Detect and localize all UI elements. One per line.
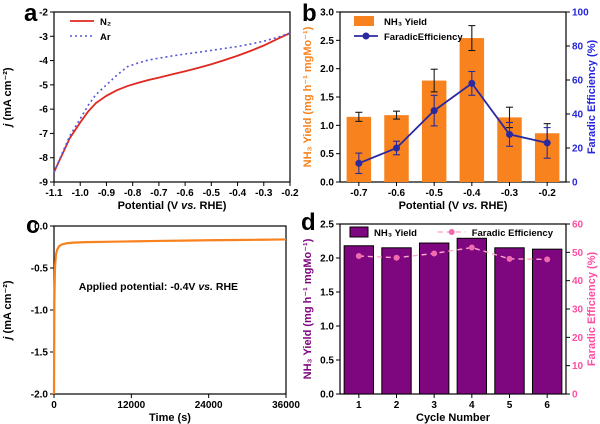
- svg-text:0.0: 0.0: [320, 390, 334, 401]
- svg-text:2: 2: [394, 400, 400, 411]
- svg-text:100: 100: [572, 8, 589, 19]
- svg-text:-0.5: -0.5: [203, 188, 221, 199]
- svg-text:50: 50: [572, 248, 584, 259]
- panel-d-letter: d: [301, 209, 316, 236]
- svg-text:NH₃ Yield: NH₃ Yield: [384, 17, 427, 28]
- svg-text:0.5: 0.5: [320, 356, 334, 367]
- svg-text:-0.4: -0.4: [463, 188, 481, 199]
- panel-c-letter: c: [26, 212, 40, 239]
- svg-text:Time (s): Time (s): [149, 412, 191, 424]
- svg-text:NH₃ Yield (mg h⁻¹ mgMo⁻¹): NH₃ Yield (mg h⁻¹ mgMo⁻¹): [302, 26, 314, 167]
- svg-text:-0.9: -0.9: [98, 188, 116, 199]
- panel-b-yield-efficiency-chart: -0.7 -0.6 -0.5 -0.4 -0.3 -0.2 0.0 0.5 1.0 1.5 2.0 2…: [302, 8, 598, 213]
- svg-text:1.5: 1.5: [320, 93, 334, 104]
- svg-text:-0.2: -0.2: [539, 188, 557, 199]
- svg-text:2.0: 2.0: [320, 64, 334, 75]
- svg-text:40: 40: [572, 276, 584, 287]
- svg-text:40: 40: [572, 110, 584, 121]
- svg-text:j (mA cm⁻²): j (mA cm⁻²): [2, 67, 14, 129]
- svg-text:-1.0: -1.0: [72, 188, 90, 199]
- svg-text:-0.7: -0.7: [150, 188, 168, 199]
- panel-b-letter: b: [302, 0, 317, 27]
- svg-text:-0.6: -0.6: [388, 188, 406, 199]
- panel-a-lsv-chart: -1.1 -1.0 -0.9 -0.8 -0.7 -0.6 -0.5 -0.4 -0.3 -0.2…: [2, 8, 299, 213]
- svg-text:-4: -4: [39, 56, 48, 67]
- svg-text:2.0: 2.0: [320, 254, 334, 265]
- svg-text:j (mA cm⁻²): j (mA cm⁻²): [2, 280, 14, 342]
- svg-text:Faradic Efficiency: Faradic Efficiency: [472, 228, 554, 239]
- svg-text:-0.6: -0.6: [176, 188, 194, 199]
- svg-text:-1.5: -1.5: [31, 348, 49, 359]
- svg-text:-3: -3: [39, 32, 48, 43]
- svg-text:80: 80: [572, 42, 584, 53]
- svg-text:1.0: 1.0: [320, 322, 334, 333]
- svg-text:-0.2: -0.2: [281, 188, 299, 199]
- svg-text:0: 0: [51, 400, 57, 411]
- svg-text:-2.0: -2.0: [31, 390, 49, 401]
- svg-text:5: 5: [507, 400, 513, 411]
- svg-text:-6: -6: [39, 105, 48, 116]
- svg-text:3.0: 3.0: [320, 8, 334, 19]
- svg-text:Applied potential: -0.4V vs. R: Applied potential: -0.4V vs. RHE: [79, 281, 238, 293]
- svg-text:NH₃ Yield (mg h⁻¹ mgMo⁻¹): NH₃ Yield (mg h⁻¹ mgMo⁻¹): [302, 238, 314, 379]
- svg-text:1.0: 1.0: [320, 121, 334, 132]
- svg-text:60: 60: [572, 76, 584, 87]
- svg-text:N₂: N₂: [100, 17, 111, 28]
- svg-text:2.5: 2.5: [320, 220, 334, 231]
- svg-text:4: 4: [469, 400, 475, 411]
- svg-text:-0.5: -0.5: [31, 264, 49, 275]
- svg-text:3: 3: [431, 400, 437, 411]
- panel-d-cycling-stability-chart: 1 2 3 4 5 6 0.0 0.5 1.0 1.5 2.0 2.5 0 10 20 30 40 50 60 Cyc…: [302, 220, 598, 424]
- svg-text:10: 10: [572, 361, 584, 372]
- svg-text:Potential (V vs. RHE): Potential (V vs. RHE): [399, 200, 508, 212]
- svg-text:0.0: 0.0: [34, 222, 48, 233]
- svg-text:0.0: 0.0: [320, 178, 334, 189]
- panel-c-chronoamperometry-chart: 0 12000 24000 36000 0.0 -0.5 -1.0 -1.5 -2.0 Time …: [2, 222, 300, 424]
- svg-text:-0.5: -0.5: [426, 188, 444, 199]
- svg-text:20: 20: [572, 333, 584, 344]
- svg-text:60: 60: [572, 220, 584, 231]
- svg-text:-2: -2: [39, 8, 48, 19]
- svg-text:FaradicEfficiency: FaradicEfficiency: [384, 32, 463, 43]
- svg-text:1.5: 1.5: [320, 288, 334, 299]
- svg-text:-0.4: -0.4: [229, 188, 247, 199]
- svg-text:-1.0: -1.0: [31, 306, 49, 317]
- svg-text:Cycle Number: Cycle Number: [416, 412, 491, 424]
- svg-text:-1.1: -1.1: [45, 188, 63, 199]
- svg-text:20: 20: [572, 144, 584, 155]
- svg-text:36000: 36000: [272, 400, 300, 411]
- svg-text:0.5: 0.5: [320, 149, 334, 160]
- svg-text:30: 30: [572, 305, 584, 316]
- svg-text:NH₃ Yield: NH₃ Yield: [374, 228, 417, 239]
- svg-text:Potential (V vs. RHE): Potential (V vs. RHE): [118, 200, 227, 212]
- svg-text:12000: 12000: [117, 400, 145, 411]
- svg-text:24000: 24000: [195, 400, 223, 411]
- svg-text:-5: -5: [39, 80, 48, 91]
- svg-text:-0.3: -0.3: [255, 188, 273, 199]
- svg-text:-0.7: -0.7: [350, 188, 368, 199]
- svg-text:0: 0: [572, 390, 578, 401]
- svg-text:Ar: Ar: [100, 32, 111, 43]
- svg-text:-7: -7: [39, 129, 48, 140]
- svg-text:-0.8: -0.8: [124, 188, 142, 199]
- svg-text:6: 6: [544, 400, 550, 411]
- svg-text:Faradic Efficiency (%): Faradic Efficiency (%): [586, 252, 598, 367]
- svg-text:Faradic Efficiency (%): Faradic Efficiency (%): [586, 40, 598, 155]
- svg-text:-0.3: -0.3: [501, 188, 519, 199]
- svg-text:0: 0: [572, 178, 578, 189]
- svg-text:2.5: 2.5: [320, 36, 334, 47]
- panel-a-letter: a: [24, 0, 38, 27]
- svg-text:1: 1: [356, 400, 362, 411]
- svg-text:-8: -8: [39, 153, 48, 164]
- svg-text:-9: -9: [39, 178, 48, 189]
